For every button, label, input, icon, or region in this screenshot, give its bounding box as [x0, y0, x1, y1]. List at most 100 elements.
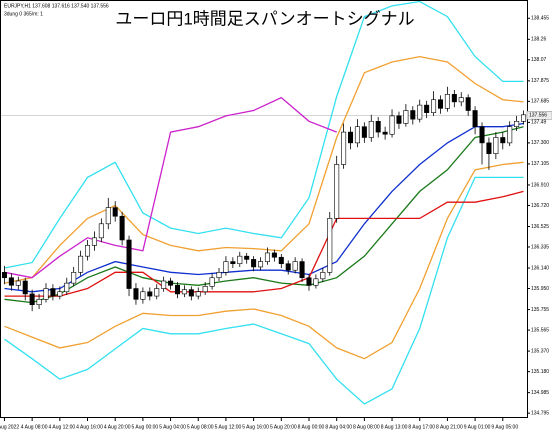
- candle-body: [486, 142, 492, 154]
- candle-body: [168, 280, 174, 286]
- y-tick-label: 137.300: [531, 140, 549, 146]
- candle-body: [368, 120, 374, 138]
- x-tick-label: 4 Aug 12:00: [48, 424, 75, 430]
- candle-body: [8, 277, 14, 286]
- candle-body: [299, 261, 305, 279]
- last-price-label: 137.556: [529, 113, 547, 119]
- x-tick-label: 8 Aug 04:00: [325, 424, 352, 430]
- candle-body: [237, 255, 243, 265]
- indicator-line: [4, 122, 524, 293]
- candle-body: [313, 278, 319, 286]
- indicator-line: [4, 0, 524, 269]
- candle-body: [278, 256, 284, 265]
- candle-body: [140, 291, 146, 300]
- x-tick-label: 5 Aug 04:00: [159, 424, 186, 430]
- candle-body: [479, 126, 485, 144]
- x-tick-label: 4 Aug 08:00: [21, 424, 48, 430]
- chart-title: ユーロ円1時間足スパンオートシグナル: [115, 9, 414, 28]
- x-tick-label: 9 Aug 01:00: [464, 424, 491, 430]
- x-tick-label: 4 Aug 20:00: [104, 424, 131, 430]
- x-tick-label: 5 Aug 20:00: [270, 424, 297, 430]
- x-tick-label: 8 Aug 13:00: [381, 424, 408, 430]
- candle-body: [126, 239, 132, 289]
- candle-body: [64, 282, 70, 293]
- x-tick-label: 5 Aug 16:00: [242, 424, 269, 430]
- candle-body: [341, 131, 347, 165]
- y-tick-label: 136.525: [531, 224, 549, 230]
- candle-body: [36, 299, 42, 306]
- candle-body: [320, 272, 326, 280]
- candle-body: [161, 280, 167, 289]
- candle-body: [50, 288, 56, 297]
- y-tick-label: 138.07: [531, 57, 547, 63]
- candle-body: [500, 137, 506, 144]
- candle-body: [424, 104, 430, 113]
- candle-body: [105, 207, 111, 225]
- candle-body: [361, 126, 367, 138]
- candle-body: [493, 137, 499, 154]
- candle-body: [15, 280, 21, 286]
- candle-body: [514, 120, 520, 127]
- candle-body: [396, 115, 402, 124]
- candle-body: [216, 272, 222, 279]
- candle-body: [347, 131, 354, 144]
- candle-body: [154, 288, 160, 297]
- candle-body: [521, 114, 527, 122]
- candle-body: [437, 99, 444, 109]
- candle-body: [119, 215, 125, 241]
- y-tick-label: 136.140: [531, 265, 549, 271]
- candle-body: [209, 277, 215, 287]
- x-tick-label: 5 Aug 00:00: [132, 424, 159, 430]
- candle-body: [230, 261, 236, 265]
- last-price-box: [526, 111, 552, 120]
- candle-body: [431, 99, 437, 113]
- y-tick-label: 136.335: [531, 244, 549, 250]
- candle-body: [264, 252, 270, 262]
- y-tick-label: 137.875: [531, 78, 549, 84]
- candle-body: [334, 164, 340, 219]
- info-line: EURJPY,H1 137.608 137.616 137.540 137.55…: [4, 3, 109, 9]
- x-tick-label: 4 Aug 16:00: [76, 424, 103, 430]
- candle-body: [71, 272, 77, 284]
- candle-body: [43, 288, 49, 300]
- x-tick-label: 8 Aug 17:00: [408, 424, 435, 430]
- candle-body: [306, 277, 312, 286]
- candle-body: [410, 110, 416, 120]
- candle-body: [78, 255, 84, 273]
- candle-body: [507, 126, 513, 144]
- candle-body: [181, 289, 187, 295]
- x-tick-label: 5 Aug 08:00: [187, 424, 214, 430]
- candle-body: [84, 245, 91, 257]
- x-tick-label: 8 Aug 08:00: [353, 424, 380, 430]
- x-tick-label: 5 Aug 12:00: [215, 424, 242, 430]
- candle-body: [174, 284, 181, 295]
- candle-body: [444, 94, 450, 109]
- y-tick-label: 137.105: [531, 161, 549, 167]
- candle-body: [327, 218, 333, 273]
- indicator-line: [4, 176, 524, 405]
- candle-body: [202, 286, 208, 293]
- y-tick-label: 136.720: [531, 203, 549, 209]
- plot-frame: [0, 0, 528, 418]
- candle-body: [472, 110, 478, 127]
- candle-body: [271, 252, 277, 258]
- candle-body: [22, 280, 28, 295]
- x-tick-label: 8 Aug 00:00: [298, 424, 325, 430]
- candle-body: [403, 110, 409, 124]
- candle-body: [258, 261, 264, 268]
- candle-body: [251, 259, 257, 268]
- candle-body: [375, 120, 381, 133]
- candle-body: [382, 131, 388, 135]
- y-tick-label: 135.950: [531, 286, 549, 292]
- indicator-line: [4, 190, 524, 297]
- candle-body: [188, 289, 194, 297]
- indicator-line: [4, 96, 337, 279]
- x-tick-label: 4 Aug 2022: [0, 424, 19, 430]
- candle-body: [465, 97, 471, 111]
- candle-body: [147, 291, 153, 297]
- info-line: 3dung 0 365/m: 1: [4, 11, 43, 17]
- y-tick-label: 136.910: [531, 182, 549, 188]
- x-tick-label: 9 Aug 05:00: [491, 424, 518, 430]
- candle-body: [417, 104, 423, 120]
- candle-body: [195, 291, 201, 297]
